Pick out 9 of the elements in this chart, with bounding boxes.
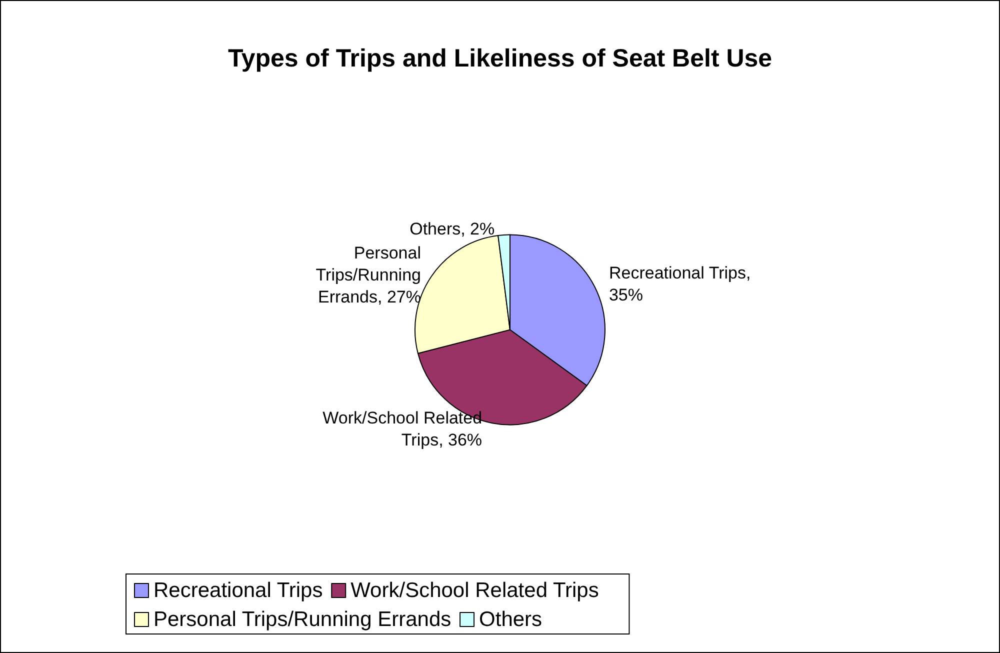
data-label: Work/School Related Trips, 36% bbox=[322, 408, 482, 450]
data-label: Recreational Trips, 35% bbox=[608, 263, 751, 304]
data-label: Others, 2% bbox=[410, 219, 495, 238]
data-label: Personal Trips/Running Errands, 27% bbox=[316, 243, 421, 306]
legend-label: Others bbox=[479, 608, 542, 631]
legend-label: Personal Trips/Running Errands bbox=[154, 608, 452, 631]
legend-label: Work/School Related Trips bbox=[350, 579, 599, 602]
chart-title: Types of Trips and Likeliness of Seat Belt Use bbox=[228, 44, 772, 72]
legend-label: Recreational Trips bbox=[154, 579, 323, 602]
